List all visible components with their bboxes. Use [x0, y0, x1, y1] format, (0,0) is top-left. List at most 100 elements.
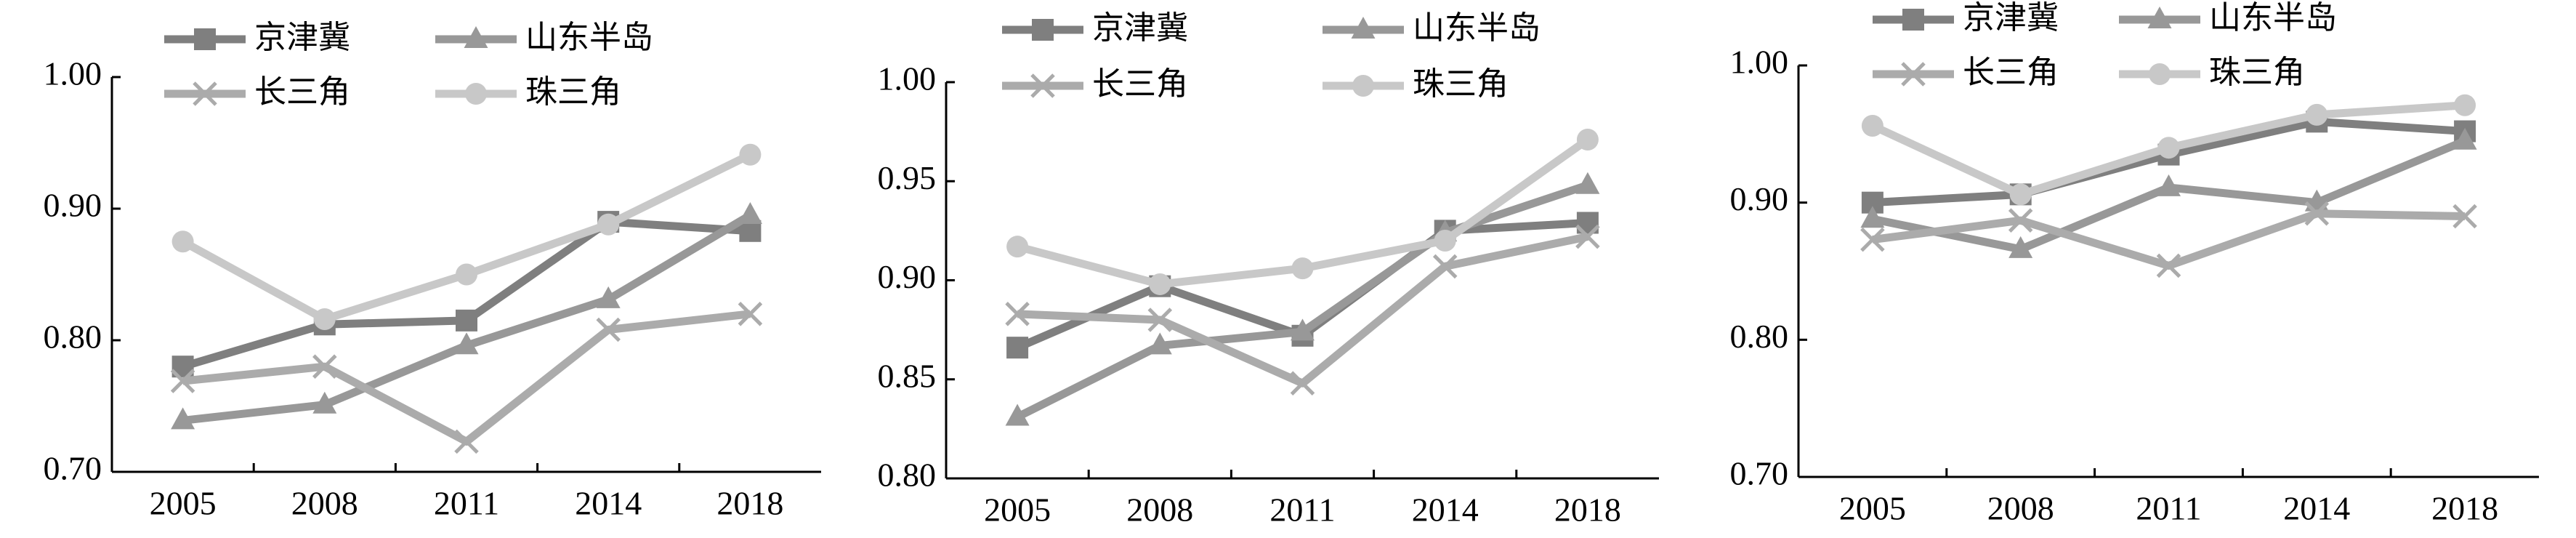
data-point — [1575, 172, 1600, 194]
x-tick-label: 2005 — [984, 491, 1051, 529]
data-point — [312, 391, 337, 414]
data-point — [2008, 208, 2033, 233]
legend-label: 京津冀 — [1963, 0, 2059, 36]
data-point — [739, 143, 762, 166]
y-tick-label: 0.90 — [44, 187, 102, 224]
series-line — [180, 150, 752, 324]
data-point — [1434, 230, 1456, 252]
y-tick-label: 0.70 — [1730, 455, 1789, 492]
x-tick-label: 2011 — [434, 485, 499, 522]
y-tick-label: 0.70 — [44, 450, 102, 487]
data-point — [1149, 273, 1171, 295]
legend-marker — [1351, 17, 1376, 39]
data-point — [171, 230, 194, 253]
y-tick-label: 1.00 — [1730, 44, 1789, 81]
data-point — [2156, 253, 2181, 278]
x-tick-label: 2014 — [575, 485, 642, 522]
data-point — [1147, 308, 1173, 332]
legend-marker — [1030, 73, 1055, 98]
legend-marker — [2149, 63, 2171, 85]
data-point — [456, 309, 477, 332]
y-tick-label: 0.80 — [878, 457, 937, 494]
y-tick-label: 0.90 — [878, 258, 937, 295]
data-point — [2009, 183, 2032, 206]
data-point — [2452, 127, 2477, 150]
data-point — [312, 354, 337, 379]
data-point — [2452, 204, 2477, 229]
y-tick-label: 0.80 — [44, 318, 102, 356]
data-point — [1291, 318, 1315, 341]
x-tick-label: 2018 — [1554, 491, 1621, 529]
x-tick-label: 2014 — [2283, 490, 2350, 527]
legend-label: 京津冀 — [254, 19, 350, 56]
data-point — [1576, 129, 1599, 151]
legend-label: 长三角 — [1963, 54, 2059, 91]
legend-label: 山东半岛 — [525, 19, 653, 56]
data-point — [456, 263, 477, 286]
data-point — [1006, 236, 1029, 258]
x-tick-label: 2008 — [1126, 491, 1193, 529]
y-tick-label: 0.90 — [1730, 180, 1789, 217]
data-point — [1005, 302, 1030, 326]
data-point — [170, 369, 195, 393]
data-point — [1432, 254, 1458, 279]
legend-marker — [1352, 75, 1374, 97]
data-point — [1005, 404, 1030, 426]
legend-label: 山东半岛 — [1413, 9, 1541, 47]
data-point — [596, 317, 621, 342]
data-point — [738, 302, 763, 326]
data-point — [738, 202, 762, 225]
legend-marker — [2147, 7, 2172, 28]
legend-label: 珠三角 — [2209, 54, 2305, 91]
data-point — [1860, 206, 1885, 228]
y-tick-label: 1.00 — [878, 60, 937, 97]
legend-marker — [465, 83, 487, 105]
data-point — [2157, 174, 2181, 196]
data-point — [1147, 332, 1172, 355]
y-tick-label: 0.95 — [878, 159, 937, 196]
y-tick-label: 1.00 — [44, 55, 102, 92]
data-point — [1861, 115, 1883, 137]
x-tick-label: 2018 — [716, 485, 783, 522]
data-point — [1290, 371, 1315, 396]
legend-label: 京津冀 — [1092, 9, 1188, 47]
x-tick-label: 2014 — [1412, 491, 1479, 529]
data-point — [313, 308, 336, 331]
legend-marker — [1901, 62, 1926, 87]
legend-label: 长三角 — [1092, 65, 1188, 103]
x-tick-label: 2008 — [1987, 490, 2054, 527]
x-tick-label: 2011 — [2136, 490, 2201, 527]
y-tick-label: 0.85 — [878, 357, 937, 394]
x-tick-label: 2018 — [2431, 490, 2498, 527]
legend-marker — [1032, 19, 1054, 41]
data-point — [2304, 201, 2330, 226]
legend-marker — [193, 81, 217, 106]
legend-marker — [194, 28, 216, 50]
data-point — [597, 213, 620, 236]
legend-label: 珠三角 — [1413, 65, 1509, 103]
data-point — [1860, 227, 1885, 252]
data-point — [2157, 137, 2180, 159]
y-tick-label: 0.80 — [1730, 318, 1789, 355]
data-point — [596, 286, 621, 308]
legend-marker — [464, 26, 488, 48]
data-point — [454, 429, 479, 454]
x-tick-label: 2008 — [291, 485, 358, 522]
data-point — [171, 407, 195, 430]
x-tick-label: 2005 — [150, 485, 217, 522]
data-point — [1006, 337, 1029, 359]
data-point — [2306, 103, 2328, 126]
x-tick-label: 2005 — [1839, 490, 1906, 527]
legend-marker — [1902, 9, 1924, 31]
x-tick-label: 2011 — [1269, 491, 1335, 529]
data-point — [1575, 224, 1600, 249]
legend-label: 长三角 — [254, 73, 350, 111]
data-point — [1291, 257, 1314, 280]
data-point — [2008, 236, 2033, 258]
legend-label: 山东半岛 — [2209, 0, 2337, 36]
legend-label: 珠三角 — [525, 73, 621, 111]
data-point — [2454, 94, 2476, 116]
data-point — [454, 332, 479, 355]
